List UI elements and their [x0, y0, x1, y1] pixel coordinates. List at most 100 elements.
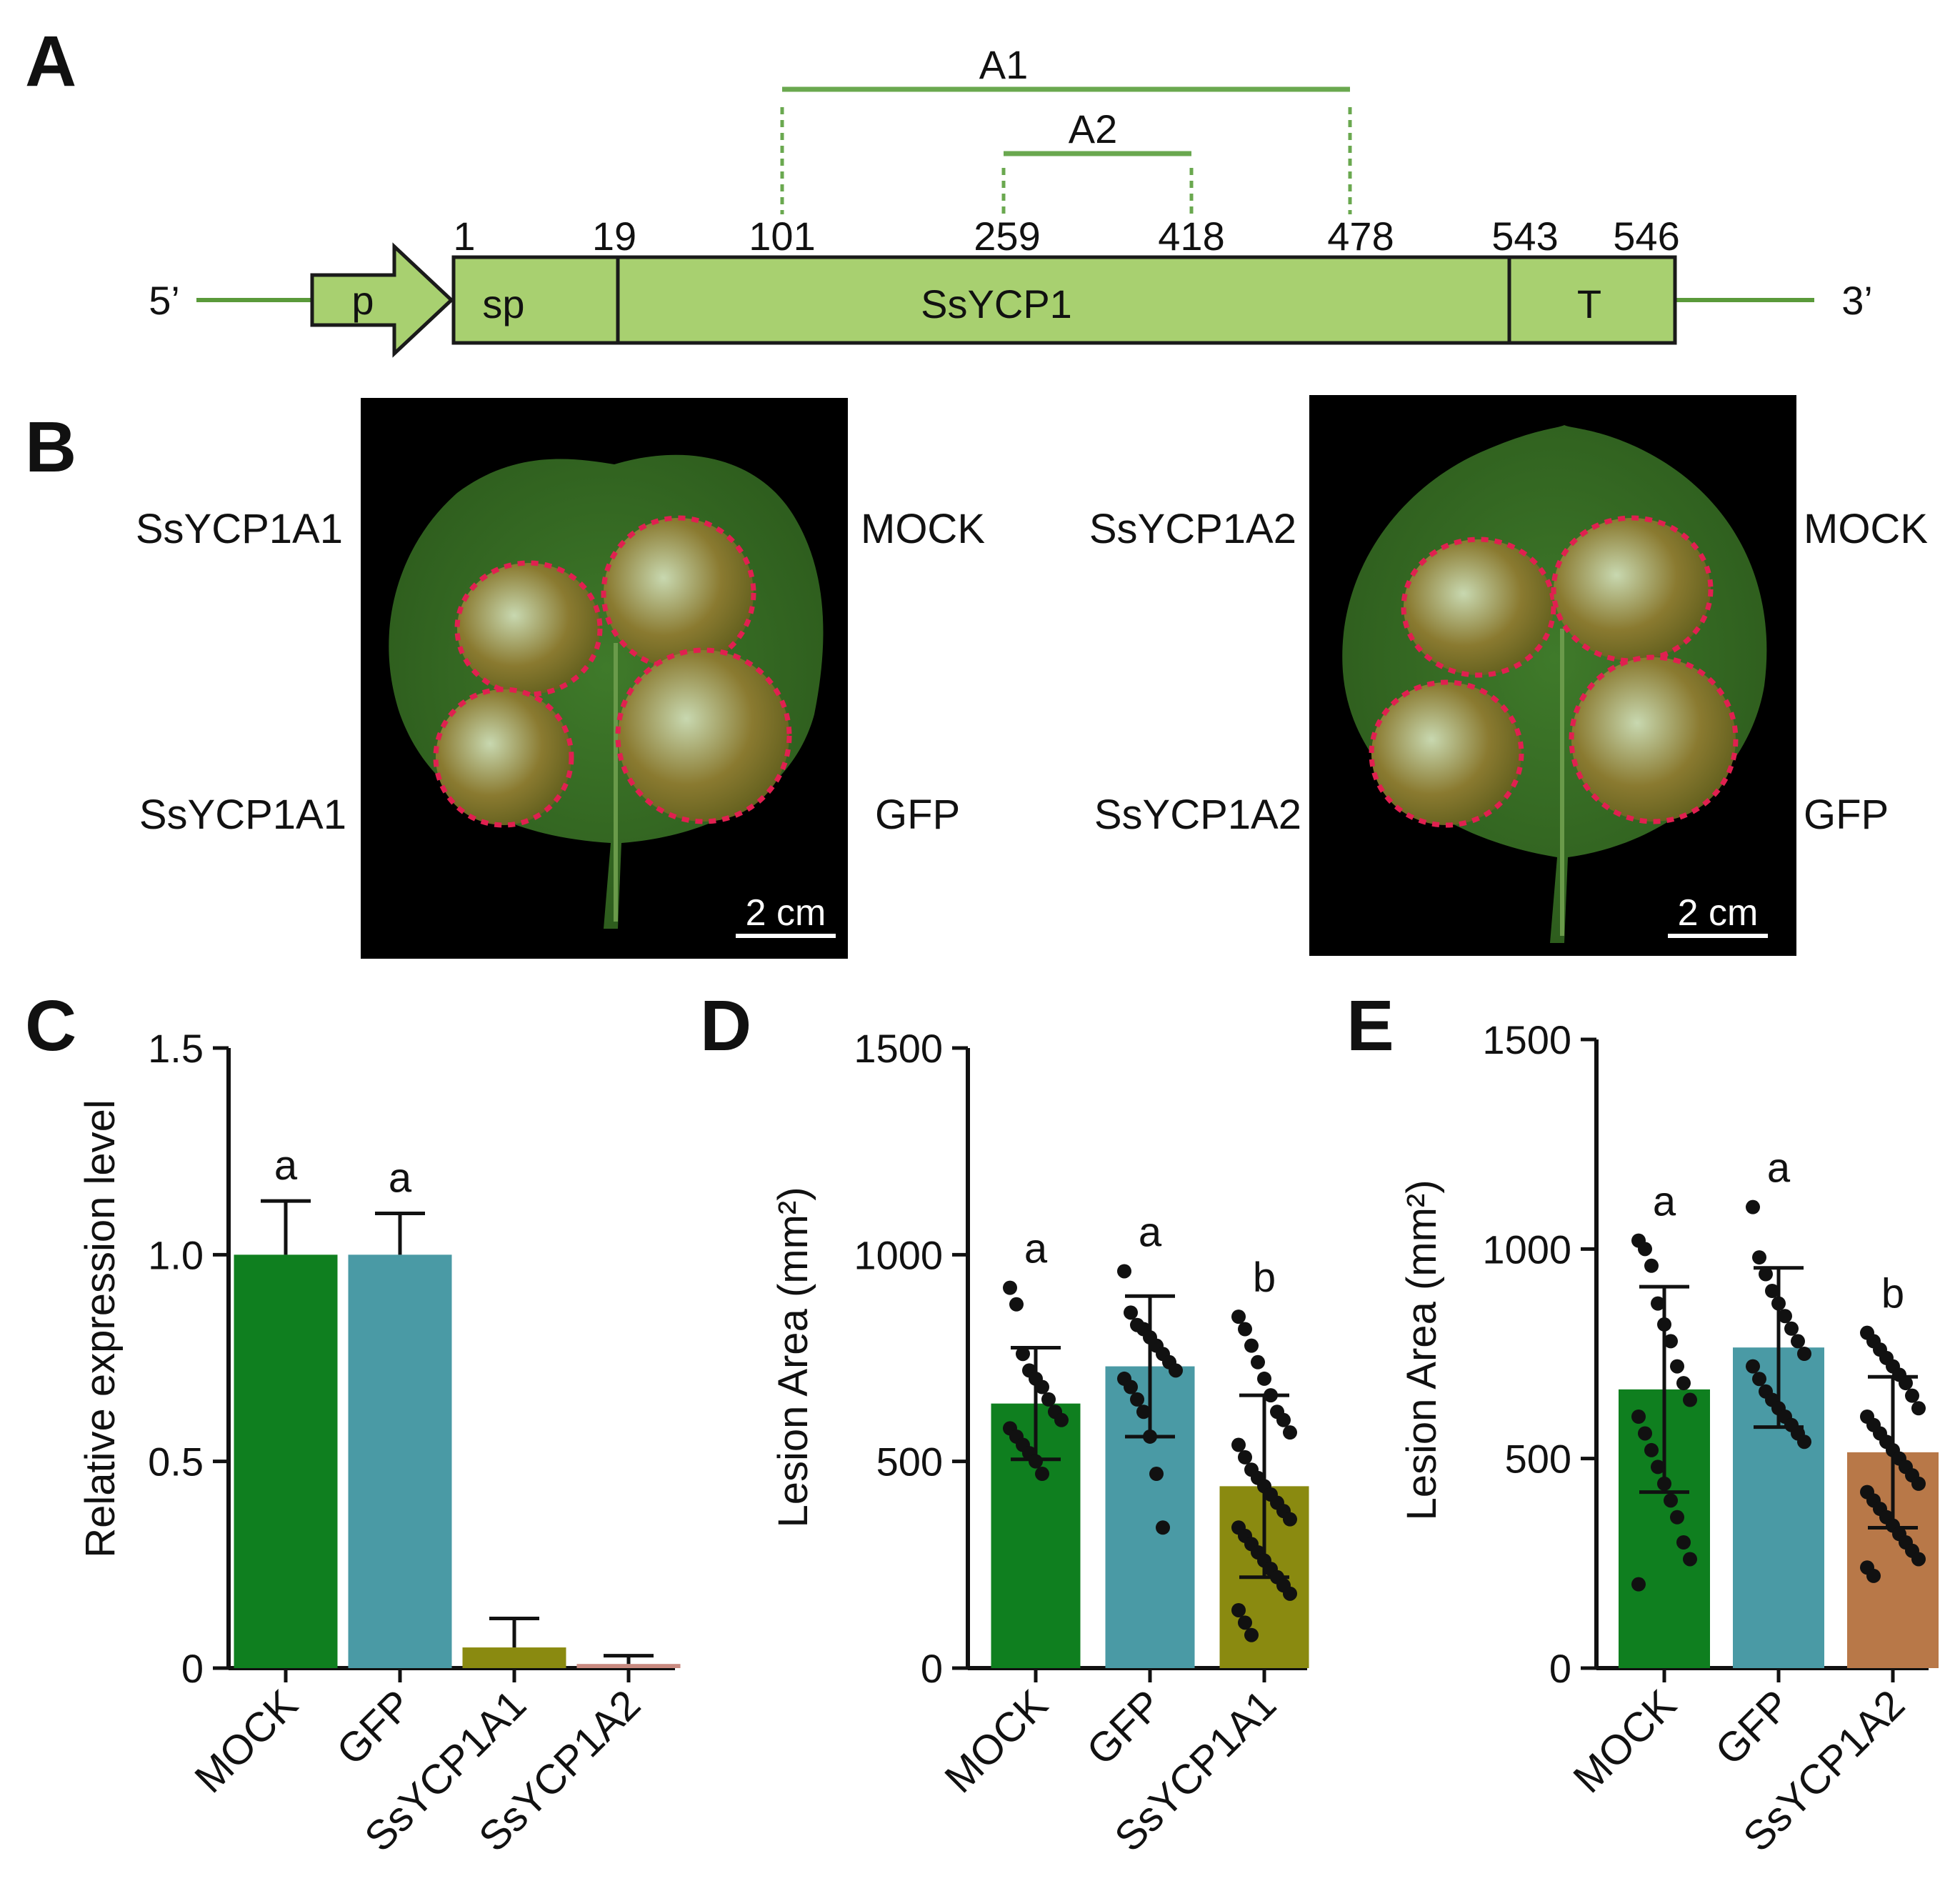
data-point — [1778, 1309, 1792, 1324]
data-point — [1683, 1552, 1697, 1567]
data-point — [1651, 1460, 1665, 1475]
position-19: 19 — [592, 214, 636, 259]
position-543: 543 — [1491, 214, 1558, 259]
significance-letter: b — [1881, 1271, 1904, 1317]
data-point — [1644, 1442, 1659, 1457]
lesion-right-top-right — [1551, 515, 1714, 664]
position-418: 418 — [1158, 214, 1224, 259]
bar — [348, 1254, 452, 1668]
data-point — [1670, 1359, 1684, 1374]
data-point — [1911, 1552, 1926, 1567]
panel-b: B 2 cm SsYCP1A1 MOCK SsYCP1A1 GFP — [25, 395, 1928, 959]
lesion-left-top-right — [601, 515, 756, 671]
data-point — [1231, 1602, 1246, 1617]
data-point — [1143, 1429, 1157, 1444]
y-axis-label: Lesion Area (mm²) — [770, 1187, 816, 1527]
data-point — [1231, 1309, 1246, 1324]
data-point — [1029, 1454, 1043, 1469]
data-point — [1771, 1296, 1786, 1311]
data-point — [1169, 1363, 1183, 1378]
panel-d-label: D — [700, 986, 751, 1066]
promoter-arrow — [310, 242, 454, 358]
lesion-left-top-left — [454, 560, 603, 697]
data-point — [1009, 1297, 1024, 1312]
data-point — [1035, 1467, 1049, 1482]
y-axis-label: Relative expression level — [77, 1099, 124, 1558]
lesion-right-bottom-left — [1369, 679, 1524, 828]
significance-letter: b — [1253, 1254, 1276, 1301]
data-point — [1791, 1334, 1805, 1349]
position-259: 259 — [974, 214, 1040, 259]
y-tick-label: 1000 — [854, 1232, 943, 1277]
data-point — [1911, 1401, 1926, 1416]
data-point — [1156, 1520, 1170, 1535]
lesion-right-bottom-right — [1569, 654, 1739, 824]
data-point — [1283, 1425, 1297, 1440]
lesion-right-top-left — [1401, 537, 1556, 678]
gene-label: SsYCP1 — [921, 281, 1072, 326]
three-prime-label: 3’ — [1841, 278, 1873, 323]
data-point — [1911, 1476, 1926, 1491]
data-point — [1752, 1250, 1766, 1265]
y-tick-label: 0 — [181, 1646, 204, 1691]
x-tick-label: MOCK — [1564, 1681, 1685, 1802]
data-point — [1752, 1372, 1766, 1387]
x-tick-label: GFP — [1706, 1681, 1799, 1774]
fragment-a2-label: A2 — [1069, 106, 1118, 151]
significance-letter: a — [1139, 1209, 1162, 1255]
y-tick-label: 0 — [1549, 1646, 1571, 1691]
promoter-label: p — [351, 278, 374, 323]
significance-letter: a — [274, 1142, 298, 1189]
position-101: 101 — [749, 214, 815, 259]
bar — [234, 1254, 338, 1668]
data-point — [1149, 1467, 1164, 1482]
y-tick-label: 1500 — [854, 1026, 943, 1071]
lesion-left-bottom-left — [433, 687, 574, 828]
data-point — [1231, 1437, 1246, 1452]
chart-c: 0 0.5 1.0 1.5 Relative expression level a MOCK… — [77, 1026, 681, 1860]
data-point — [1657, 1317, 1671, 1332]
data-point — [1676, 1376, 1691, 1391]
data-point — [1644, 1258, 1659, 1273]
significance-letter: a — [1653, 1179, 1676, 1225]
data-point — [1124, 1305, 1138, 1320]
data-point — [1765, 1284, 1779, 1298]
data-point — [1759, 1267, 1773, 1282]
bar — [462, 1647, 566, 1668]
panel-a: A A1 A2 1 19 101 259 418 478 543 546 5’ … — [25, 21, 1873, 358]
left-leaf-top-right-label: MOCK — [861, 506, 985, 552]
data-point — [1283, 1586, 1297, 1601]
data-point — [1257, 1371, 1271, 1386]
data-point — [1797, 1347, 1811, 1361]
terminator-label: T — [1577, 281, 1601, 326]
scale-bar-right-label: 2 cm — [1678, 892, 1759, 934]
significance-letter: a — [1024, 1226, 1048, 1272]
data-point — [1899, 1376, 1913, 1391]
y-tick-label: 1000 — [1482, 1227, 1571, 1272]
data-point — [1797, 1435, 1811, 1450]
data-point — [1631, 1409, 1646, 1424]
leaf-image-left: 2 cm — [361, 398, 848, 959]
data-point — [1631, 1577, 1646, 1592]
data-point — [1016, 1347, 1030, 1362]
data-point — [1117, 1264, 1131, 1279]
position-546: 546 — [1613, 214, 1679, 259]
data-point — [1003, 1280, 1017, 1295]
y-tick-label: 0.5 — [148, 1440, 204, 1485]
significance-letter: a — [389, 1154, 412, 1201]
y-tick-label: 500 — [876, 1440, 943, 1485]
bar — [576, 1664, 681, 1668]
right-leaf-top-left-label: SsYCP1A2 — [1089, 506, 1296, 552]
data-point — [1866, 1568, 1881, 1583]
panel-a-label: A — [25, 21, 76, 101]
data-point — [1670, 1510, 1684, 1525]
data-point — [1041, 1392, 1056, 1407]
fragment-a1-label: A1 — [979, 42, 1029, 87]
panel-e-label: E — [1346, 986, 1394, 1066]
right-leaf-top-right-label: MOCK — [1804, 506, 1928, 552]
data-point — [1746, 1199, 1760, 1214]
data-point — [1124, 1379, 1138, 1394]
data-point — [1746, 1359, 1760, 1374]
